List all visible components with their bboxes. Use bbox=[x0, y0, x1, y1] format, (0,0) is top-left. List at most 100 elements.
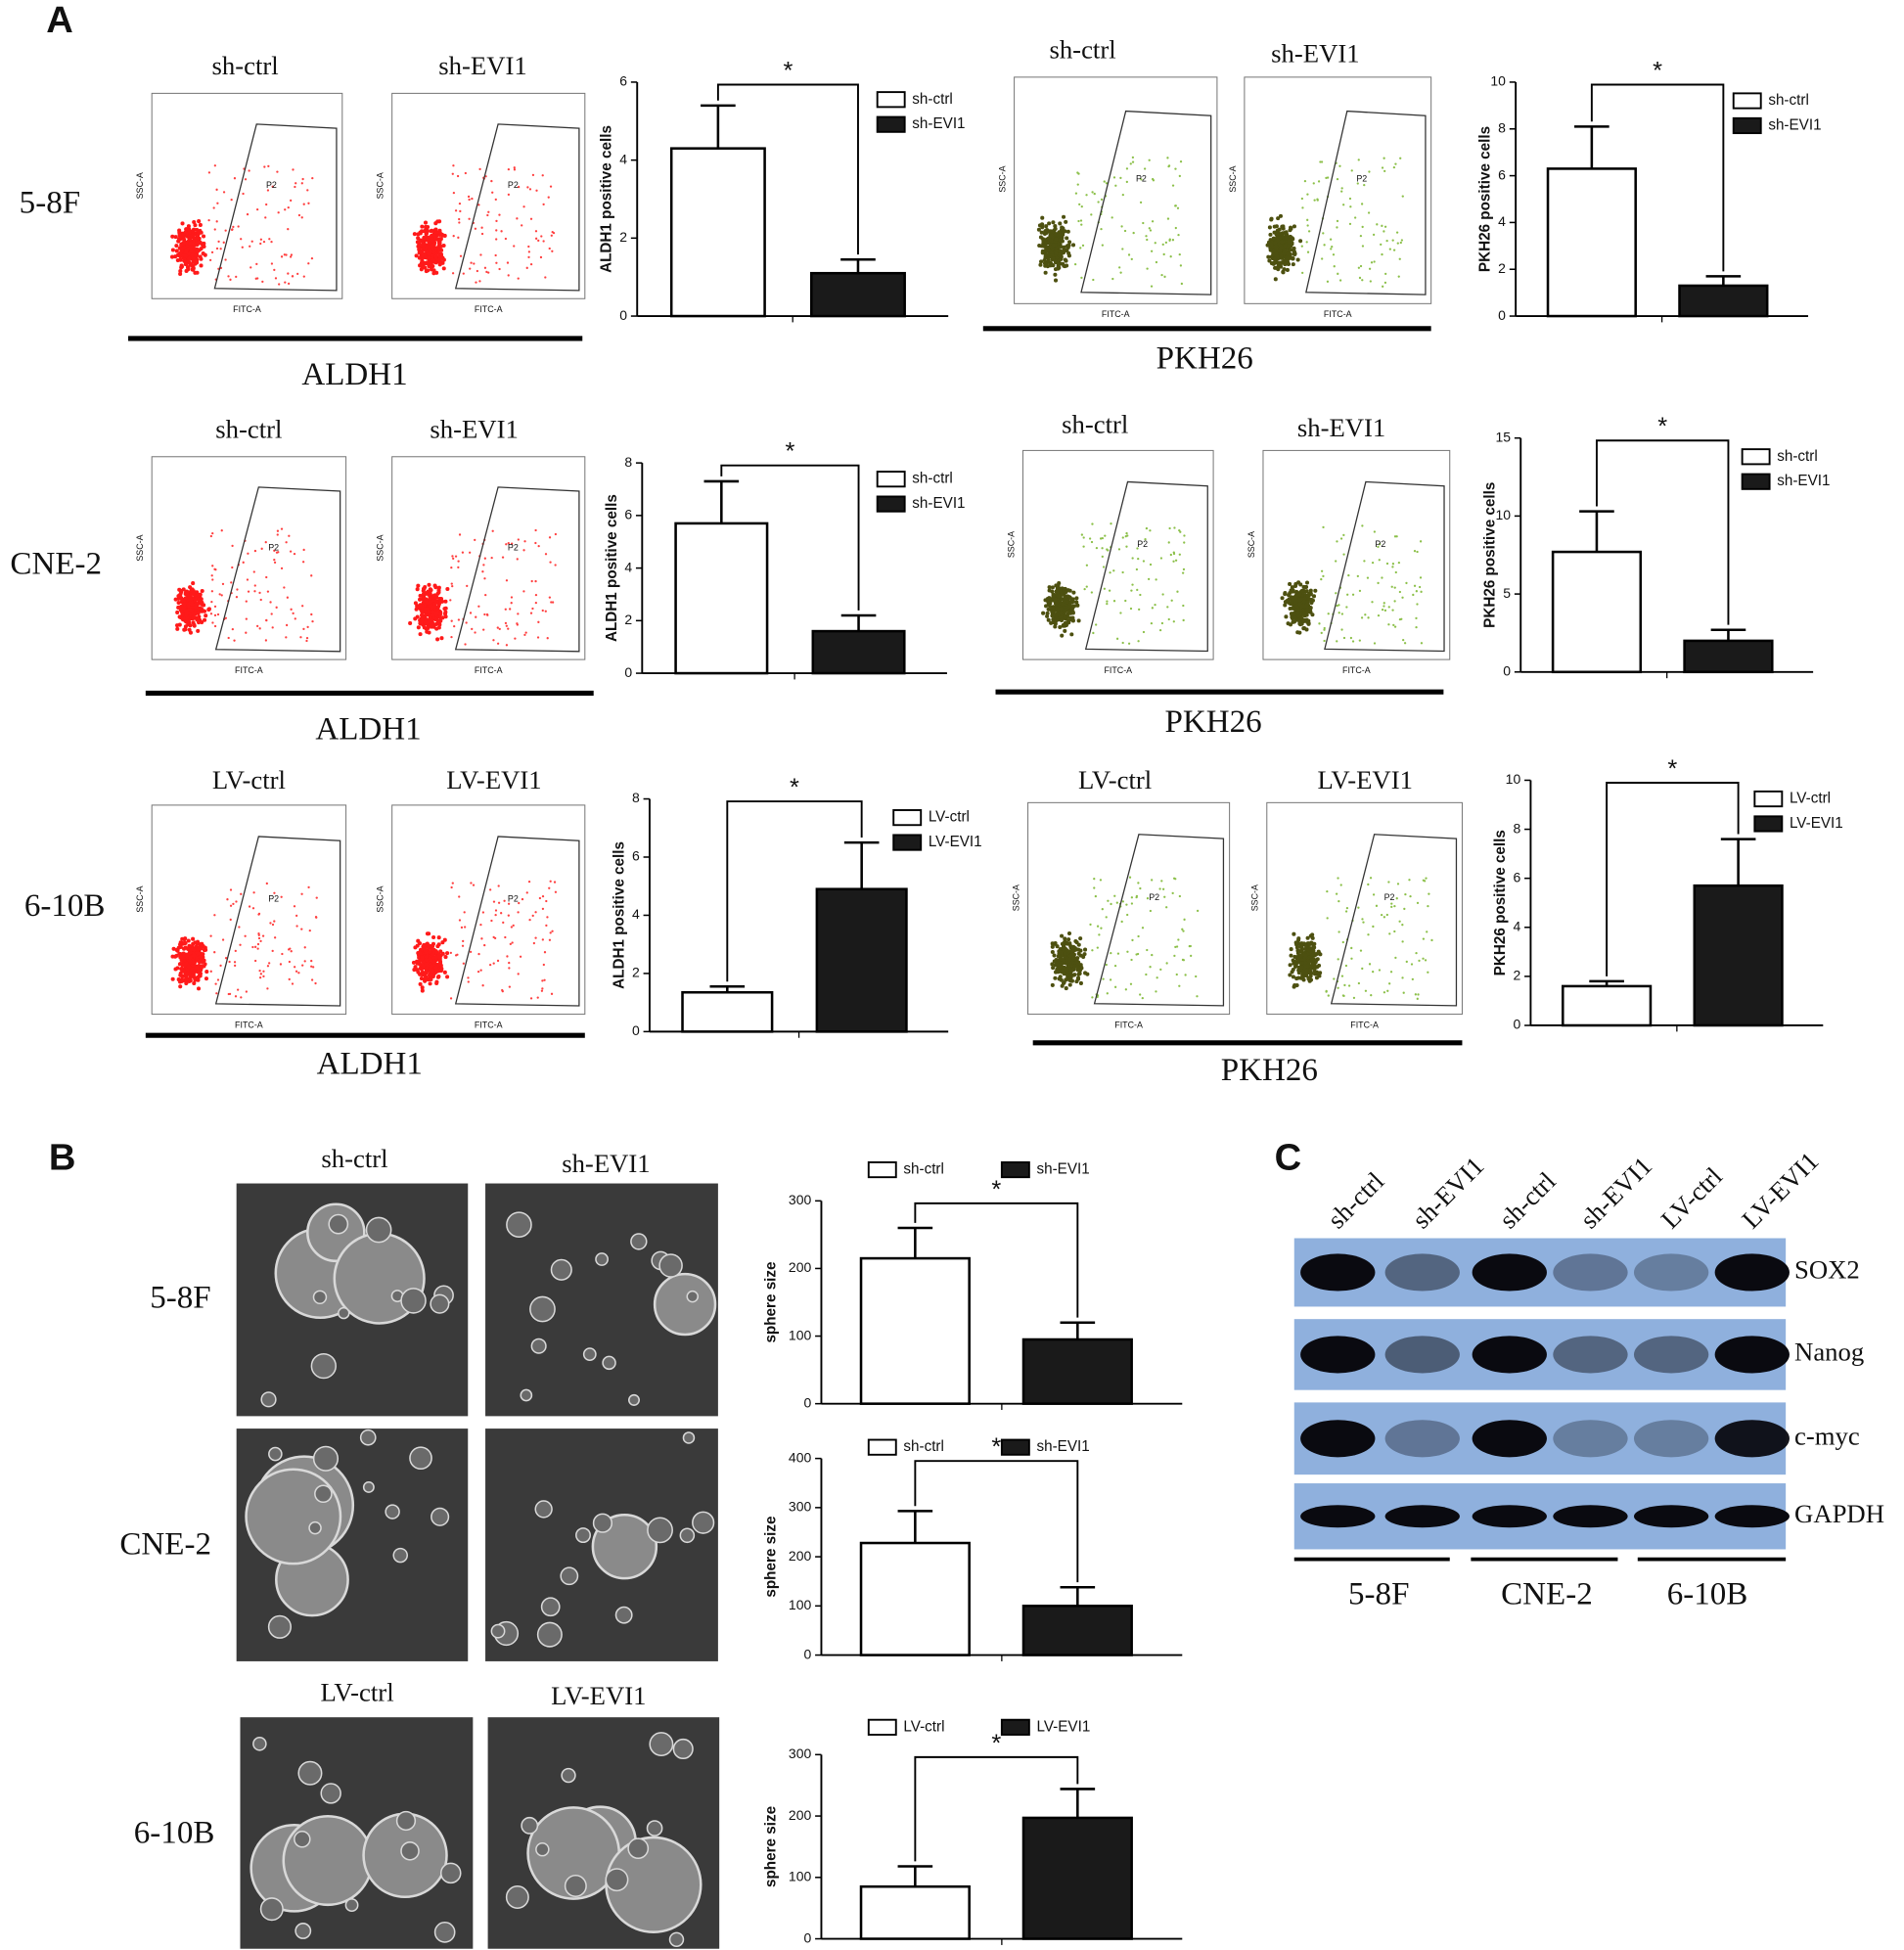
event-dot bbox=[1040, 231, 1044, 235]
event-dot bbox=[1067, 941, 1071, 945]
event-dot bbox=[1406, 961, 1408, 963]
event-dot bbox=[463, 272, 465, 274]
y-tick-label: 0 bbox=[1498, 307, 1506, 323]
sphere bbox=[538, 1622, 562, 1646]
event-dot bbox=[1427, 972, 1428, 974]
event-dot bbox=[1327, 917, 1329, 919]
event-dot bbox=[1412, 594, 1414, 596]
bar bbox=[1695, 885, 1783, 1025]
event-dot bbox=[217, 613, 219, 615]
event-dot bbox=[493, 962, 495, 964]
event-dot bbox=[245, 178, 247, 180]
y-tick-label: 8 bbox=[624, 454, 632, 470]
event-dot bbox=[1321, 570, 1323, 572]
event-dot bbox=[1401, 597, 1403, 599]
event-dot bbox=[1122, 194, 1124, 196]
event-dot bbox=[235, 276, 237, 278]
event-dot bbox=[265, 639, 267, 641]
x-axis-label: FITC-A bbox=[475, 304, 503, 314]
event-dot bbox=[428, 259, 431, 263]
event-dot bbox=[1132, 160, 1134, 162]
event-dot bbox=[416, 584, 420, 588]
y-tick-label: 2 bbox=[624, 612, 632, 627]
event-dot bbox=[1346, 907, 1348, 909]
event-dot bbox=[1396, 897, 1398, 899]
event-dot bbox=[1056, 944, 1060, 948]
event-dot bbox=[1420, 576, 1422, 578]
event-dot bbox=[1393, 600, 1395, 602]
sphere bbox=[659, 1254, 682, 1277]
event-dot bbox=[1083, 948, 1087, 952]
event-dot bbox=[235, 950, 237, 952]
event-dot bbox=[1178, 985, 1180, 987]
event-dot bbox=[1197, 910, 1199, 912]
event-dot bbox=[481, 233, 483, 235]
event-dot bbox=[490, 920, 492, 922]
event-dot bbox=[514, 637, 516, 639]
event-dot bbox=[1052, 243, 1056, 247]
event-dot bbox=[1299, 966, 1303, 970]
event-dot bbox=[1077, 183, 1079, 185]
event-dot bbox=[477, 953, 479, 955]
event-dot bbox=[1350, 958, 1352, 960]
bar bbox=[671, 149, 764, 316]
event-dot bbox=[1397, 883, 1399, 884]
event-dot bbox=[1051, 595, 1055, 599]
event-dot bbox=[1296, 956, 1300, 960]
y-tick-label: 200 bbox=[789, 1259, 812, 1275]
event-dot bbox=[542, 204, 544, 205]
event-dot bbox=[505, 238, 507, 240]
event-dot bbox=[1298, 622, 1302, 626]
event-dot bbox=[182, 970, 186, 974]
event-dot bbox=[1179, 531, 1181, 533]
event-dot bbox=[1340, 190, 1342, 192]
event-dot bbox=[1349, 205, 1351, 207]
event-dot bbox=[277, 533, 279, 535]
event-dot bbox=[433, 612, 437, 616]
event-dot bbox=[197, 986, 201, 990]
event-dot bbox=[1367, 884, 1369, 885]
condition-label: sh-EVI1 bbox=[430, 414, 518, 443]
event-dot bbox=[1060, 934, 1064, 938]
event-dot bbox=[426, 626, 430, 630]
event-dot bbox=[511, 926, 513, 928]
event-dot bbox=[543, 964, 545, 966]
event-dot bbox=[498, 884, 500, 886]
event-dot bbox=[1393, 930, 1395, 932]
event-dot bbox=[307, 886, 309, 888]
event-dot bbox=[555, 564, 557, 566]
event-dot bbox=[1172, 184, 1174, 186]
event-dot bbox=[306, 189, 308, 191]
event-dot bbox=[213, 914, 215, 916]
event-dot bbox=[535, 594, 537, 596]
event-dot bbox=[1114, 986, 1116, 988]
event-dot bbox=[425, 971, 429, 975]
sphere bbox=[628, 1838, 648, 1858]
event-dot bbox=[256, 948, 258, 950]
sphere bbox=[648, 1518, 672, 1542]
event-dot bbox=[1081, 533, 1083, 535]
event-dot bbox=[434, 969, 438, 973]
event-dot bbox=[230, 888, 232, 890]
legend-swatch bbox=[1754, 816, 1782, 831]
sphere bbox=[680, 1528, 694, 1542]
event-dot bbox=[1054, 600, 1058, 604]
event-dot bbox=[1301, 272, 1303, 274]
event-dot bbox=[1362, 921, 1364, 923]
event-dot bbox=[1336, 226, 1337, 228]
y-tick-label: 15 bbox=[1496, 429, 1512, 444]
event-dot bbox=[196, 249, 200, 252]
event-dot bbox=[216, 220, 218, 222]
event-dot bbox=[1404, 893, 1406, 895]
event-dot bbox=[530, 218, 532, 220]
event-dot bbox=[1352, 594, 1354, 596]
event-dot bbox=[1415, 626, 1417, 628]
event-dot bbox=[1309, 589, 1313, 593]
event-dot bbox=[495, 262, 497, 264]
event-dot bbox=[1285, 230, 1289, 234]
event-dot bbox=[1394, 162, 1396, 164]
event-dot bbox=[534, 542, 536, 544]
event-dot bbox=[1364, 613, 1366, 615]
event-dot bbox=[303, 204, 305, 205]
event-dot bbox=[307, 262, 309, 264]
